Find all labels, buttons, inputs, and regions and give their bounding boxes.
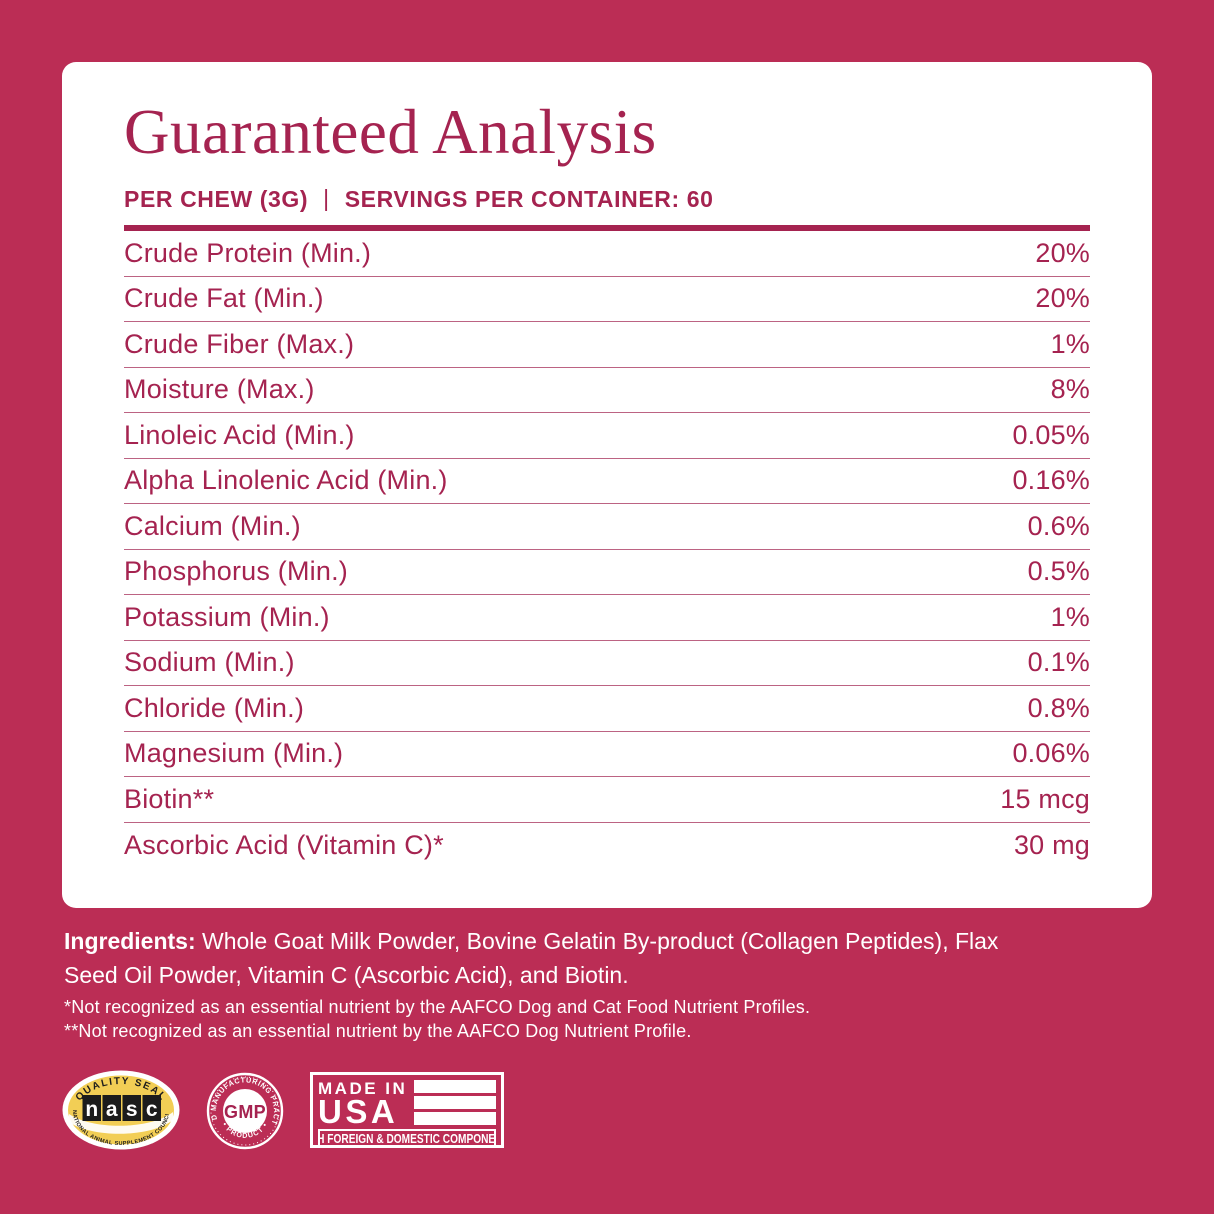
- table-row: Moisture (Max.) 8%: [124, 368, 1090, 413]
- subtitle-divider: |: [323, 185, 330, 211]
- usa-label: USA: [318, 1093, 399, 1130]
- nutrient-value: 0.05%: [1012, 419, 1090, 450]
- table-row: Sodium (Min.) 0.1%: [124, 641, 1090, 686]
- nasc-letter: c: [146, 1098, 158, 1121]
- ingredients-paragraph: Ingredients: Whole Goat Milk Powder, Bov…: [64, 924, 1054, 992]
- flag-stripe: [414, 1096, 496, 1109]
- made-in-label: MADE IN: [318, 1079, 408, 1098]
- nasc-letter: a: [106, 1098, 118, 1121]
- nutrient-value: 0.5%: [1027, 556, 1090, 587]
- flag-stripe: [414, 1080, 496, 1093]
- table-row: Ascorbic Acid (Vitamin C)* 30 mg: [124, 823, 1090, 869]
- table-row: Phosphorus (Min.) 0.5%: [124, 550, 1090, 595]
- nutrient-value: 15 mcg: [1000, 783, 1090, 814]
- gmp-seal-icon: GMP GOOD MANUFACTURING PRACTICE • PRODUC…: [206, 1072, 284, 1150]
- table-row: Crude Protein (Min.) 20%: [124, 231, 1090, 277]
- nutrient-value: 0.16%: [1012, 465, 1090, 496]
- made-in-usa-badge: MADE IN USA WITH FOREIGN & DOMESTIC COMP…: [310, 1072, 504, 1148]
- nutrient-value: 0.8%: [1027, 692, 1090, 723]
- nutrient-value: 0.06%: [1012, 738, 1090, 769]
- nutrient-label: Linoleic Acid (Min.): [124, 419, 355, 450]
- nutrient-label: Alpha Linolenic Acid (Min.): [124, 465, 448, 496]
- page-title: Guaranteed Analysis: [124, 97, 657, 167]
- footnotes: *Not recognized as an essential nutrient…: [64, 996, 1144, 1043]
- footnote-single-asterisk: *Not recognized as an essential nutrient…: [64, 997, 811, 1017]
- table-row: Calcium (Min.) 0.6%: [124, 504, 1090, 550]
- nutrient-value: 0.6%: [1027, 510, 1090, 541]
- nutrient-label: Crude Fiber (Max.): [124, 328, 355, 359]
- nutrient-label: Phosphorus (Min.): [124, 556, 348, 587]
- nutrient-label: Crude Protein (Min.): [124, 237, 372, 268]
- usa-components-box: WITH FOREIGN & DOMESTIC COMPONENTS: [318, 1129, 496, 1148]
- nutrient-value: 20%: [1035, 237, 1090, 268]
- nutrient-label: Magnesium (Min.): [124, 738, 344, 769]
- table-row: Crude Fiber (Max.) 1%: [124, 322, 1090, 368]
- servings-per-container-label: SERVINGS PER CONTAINER: 60: [344, 186, 714, 212]
- table-row: Crude Fat (Min.) 20%: [124, 277, 1090, 322]
- flag-stripe: [414, 1112, 496, 1125]
- nasc-quality-seal-icon: QUALITY SEAL n a s c NATIONAL ANIMAL SUP…: [62, 1070, 180, 1150]
- nasc-letter: n: [85, 1098, 98, 1121]
- nasc-letter: s: [126, 1098, 138, 1121]
- nutrient-label: Potassium (Min.): [124, 601, 330, 632]
- ingredients-text: Whole Goat Milk Powder, Bovine Gelatin B…: [64, 928, 999, 988]
- ingredients-label: Ingredients:: [64, 928, 196, 954]
- header-rule: [124, 225, 1090, 231]
- guaranteed-analysis-panel: Guaranteed Analysis PER CHEW (3G) | SERV…: [62, 62, 1152, 908]
- nutrient-label: Sodium (Min.): [124, 647, 295, 678]
- nutrient-value: 20%: [1035, 283, 1090, 314]
- footnote-double-asterisk: **Not recognized as an essential nutrien…: [64, 1020, 692, 1041]
- table-row: Linoleic Acid (Min.) 0.05%: [124, 413, 1090, 459]
- usa-badge-words: MADE IN USA: [318, 1079, 414, 1130]
- guaranteed-analysis-table: Crude Protein (Min.) 20% Crude Fat (Min.…: [124, 231, 1090, 868]
- nutrient-label: Biotin**: [124, 783, 215, 814]
- certification-badges: QUALITY SEAL n a s c NATIONAL ANIMAL SUP…: [62, 1070, 504, 1150]
- table-row: Alpha Linolenic Acid (Min.) 0.16%: [124, 459, 1090, 504]
- gmp-center-text: GMP: [224, 1102, 266, 1122]
- usa-badge-top: MADE IN USA: [318, 1079, 496, 1130]
- serving-info: PER CHEW (3G) | SERVINGS PER CONTAINER: …: [124, 184, 1090, 214]
- table-row: Chloride (Min.) 0.8%: [124, 686, 1090, 732]
- nutrient-label: Crude Fat (Min.): [124, 283, 324, 314]
- nutrient-value: 1%: [1050, 601, 1090, 632]
- usa-components-label: WITH FOREIGN & DOMESTIC COMPONENTS: [320, 1131, 496, 1146]
- nutrient-label: Chloride (Min.): [124, 692, 305, 723]
- nutrient-value: 30 mg: [1013, 829, 1090, 860]
- table-row: Potassium (Min.) 1%: [124, 595, 1090, 641]
- per-chew-label: PER CHEW (3G): [124, 186, 309, 212]
- nutrient-value: 0.1%: [1027, 647, 1090, 678]
- table-row: Magnesium (Min.) 0.06%: [124, 732, 1090, 777]
- flag-stripes: [414, 1079, 496, 1126]
- nasc-letter-boxes: n a s c: [82, 1095, 161, 1121]
- nutrient-value: 8%: [1050, 374, 1090, 405]
- nutrient-label: Calcium (Min.): [124, 510, 301, 541]
- nutrient-label: Moisture (Max.): [124, 374, 315, 405]
- nutrient-value: 1%: [1050, 328, 1090, 359]
- table-row: Biotin** 15 mcg: [124, 777, 1090, 823]
- nutrient-label: Ascorbic Acid (Vitamin C)*: [124, 829, 444, 860]
